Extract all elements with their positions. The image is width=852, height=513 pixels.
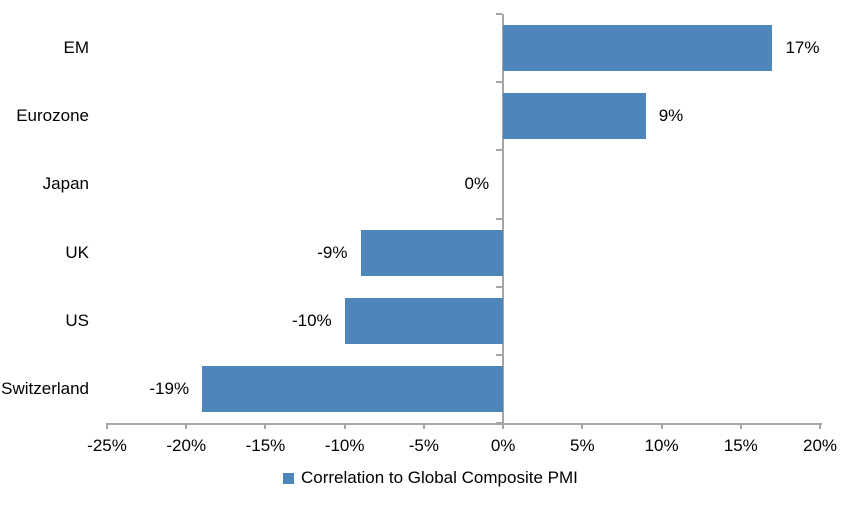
x-axis-tick <box>343 423 346 429</box>
y-axis-tick <box>496 13 503 15</box>
bar-eurozone <box>503 93 646 140</box>
x-axis-tick-label: 20% <box>802 436 838 455</box>
value-label-em: 17% <box>785 38 820 57</box>
value-label-us: -10% <box>291 310 332 330</box>
category-label-us: US <box>65 310 89 330</box>
y-axis-tick <box>496 422 503 424</box>
x-axis-tick-label: 15% <box>723 436 758 455</box>
y-axis-tick <box>496 81 503 84</box>
x-axis-tick-label: 5% <box>570 436 595 455</box>
y-axis-line <box>502 14 504 425</box>
bar-us <box>344 297 504 344</box>
x-axis-tick-label: -5% <box>408 436 439 455</box>
category-label-eurozone: Eurozone <box>16 106 89 126</box>
bar-uk <box>360 229 504 276</box>
y-axis-tick <box>496 285 503 288</box>
value-label-japan: 0% <box>464 174 490 194</box>
y-axis-tick <box>496 353 503 356</box>
x-axis-tick-label: 0% <box>490 436 516 455</box>
x-axis-tick-label: -10% <box>324 436 365 455</box>
category-label-japan: Japan <box>42 174 89 194</box>
bar-em <box>503 25 773 72</box>
x-axis-tick <box>660 423 663 429</box>
x-axis-tick <box>819 423 821 429</box>
x-axis-tick <box>581 423 584 429</box>
x-axis-tick <box>739 423 742 429</box>
x-axis-line <box>106 423 822 425</box>
x-axis-tick <box>502 423 505 429</box>
x-axis-tick-label: -20% <box>166 436 207 455</box>
value-label-switzerland: -19% <box>149 378 190 398</box>
y-axis-tick <box>496 217 503 220</box>
x-axis-tick <box>185 423 188 429</box>
y-axis-tick <box>496 149 503 152</box>
x-axis-tick-label: -25% <box>87 436 127 455</box>
x-axis-tick <box>106 423 108 429</box>
x-axis-tick-label: 10% <box>644 436 679 455</box>
category-label-uk: UK <box>65 242 89 262</box>
x-axis-tick <box>264 423 267 429</box>
legend-series-label: Correlation to Global Composite PMI <box>301 468 578 487</box>
legend: Correlation to Global Composite PMI <box>283 467 578 489</box>
legend-series-swatch-icon <box>283 472 294 484</box>
x-axis-tick-label: -15% <box>245 436 286 455</box>
category-label-em: EM <box>63 38 90 57</box>
value-label-uk: -9% <box>317 242 348 262</box>
value-label-eurozone: 9% <box>658 106 684 126</box>
x-axis-tick <box>422 423 425 429</box>
bar-switzerland <box>202 365 504 412</box>
category-label-switzerland: Switzerland <box>1 378 89 398</box>
